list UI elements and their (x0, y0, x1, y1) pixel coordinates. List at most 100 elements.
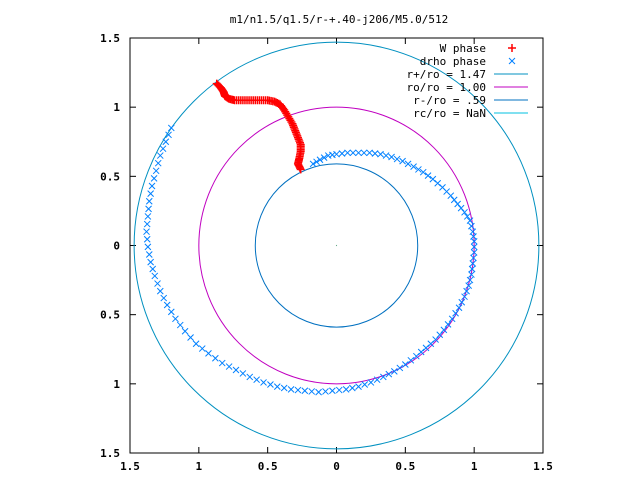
data-point (144, 243, 152, 251)
data-point (154, 159, 162, 167)
data-point (232, 366, 240, 374)
data-point (187, 334, 194, 341)
data-point (349, 149, 357, 157)
data-point (145, 197, 153, 205)
data-point (308, 388, 316, 395)
data-point (454, 200, 462, 208)
data-point (156, 287, 164, 295)
data-point (410, 163, 417, 171)
data-point (143, 235, 151, 243)
data-point (156, 152, 164, 159)
data-point (260, 379, 267, 386)
data-point (412, 352, 420, 360)
data-point (176, 321, 184, 329)
data-point (447, 192, 455, 200)
data-point (151, 272, 159, 280)
data-point (143, 228, 150, 236)
data-point (371, 150, 379, 157)
data-point (393, 155, 401, 163)
data-point (466, 276, 474, 284)
data-point (424, 172, 432, 179)
data-point (461, 208, 468, 216)
data-point (301, 387, 309, 395)
data-point (152, 167, 160, 175)
data-point (377, 150, 384, 158)
data-point (246, 373, 254, 381)
data-point (143, 220, 151, 228)
data-point (366, 149, 373, 157)
data-point (313, 158, 320, 166)
data-point (192, 340, 200, 348)
data-point (396, 364, 404, 372)
data-point (267, 381, 274, 388)
series-w-phase (212, 79, 305, 174)
data-point (385, 370, 393, 378)
data-point (373, 376, 381, 384)
data-point (296, 165, 305, 174)
y-tick-label: 0.5 (100, 309, 120, 322)
data-point (329, 387, 336, 395)
data-point (348, 384, 356, 392)
data-point (367, 379, 375, 386)
y-tick-label: 0 (113, 240, 120, 253)
data-point (294, 386, 302, 394)
legend-sample (508, 44, 516, 52)
x-tick-label: 1.5 (120, 460, 140, 473)
data-point (149, 265, 157, 273)
data-point (388, 153, 395, 161)
plot-area: 1.5 1 0.5 0 0.5 1 1.51.510.500.511.5 (100, 32, 553, 473)
data-point (333, 150, 340, 158)
legend-label: ro/ro = 1.00 (407, 81, 486, 94)
y-tick-label: 1 (113, 378, 120, 391)
data-point (361, 381, 369, 388)
data-point (404, 160, 412, 168)
data-point (150, 175, 158, 182)
data-point (273, 383, 281, 390)
data-point (165, 131, 172, 139)
data-point (218, 359, 226, 367)
data-point (239, 370, 247, 377)
data-point (315, 388, 322, 396)
chart-title: m1/n1.5/q1.5/r-+.40-j206/M5.0/512 (230, 13, 449, 26)
circle-r-ro (254, 163, 419, 328)
data-point (465, 282, 473, 289)
data-point (147, 258, 155, 266)
data-point (160, 294, 168, 302)
data-point (360, 149, 368, 157)
data-point (468, 265, 476, 273)
data-point (338, 150, 346, 157)
data-point (470, 254, 477, 262)
circle-r+ro (133, 41, 540, 450)
data-point (335, 386, 343, 394)
x-tick-label: 1 (471, 460, 478, 473)
data-point (468, 271, 475, 278)
data-point (458, 298, 466, 306)
data-point (450, 196, 458, 204)
data-point (463, 213, 471, 220)
data-point (390, 368, 398, 375)
legend-label: drho phase (420, 55, 486, 68)
data-point (342, 386, 350, 393)
data-point (309, 160, 317, 168)
data-point (167, 308, 175, 316)
data-point (145, 251, 153, 258)
data-point (469, 260, 477, 267)
data-point (225, 363, 233, 370)
data-point (167, 124, 175, 132)
data-point (287, 386, 295, 393)
data-point (401, 361, 409, 368)
data-point (280, 384, 288, 392)
data-point (211, 354, 219, 362)
legend-label: rc/ro = NaN (413, 107, 486, 120)
data-point (415, 166, 422, 173)
data-point (198, 345, 206, 352)
data-point (159, 145, 167, 153)
data-point (463, 287, 470, 295)
data-point (163, 301, 171, 309)
legend-label: W phase (440, 42, 486, 55)
data-point (145, 205, 152, 213)
series-drho-phase (143, 124, 478, 396)
data-point (470, 249, 478, 256)
